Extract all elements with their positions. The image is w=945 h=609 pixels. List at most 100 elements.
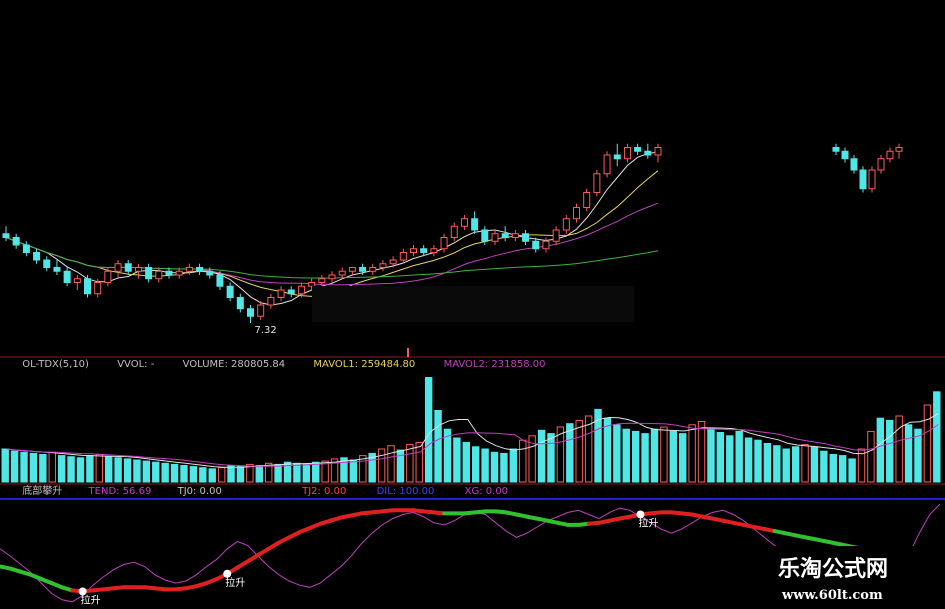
volume-bar (39, 454, 47, 483)
candle-body (216, 274, 224, 287)
candle-body (53, 267, 61, 272)
ma5-line (5, 151, 659, 306)
candle-18 (185, 263, 193, 275)
candle-32 (328, 271, 336, 283)
candle-2 (22, 241, 30, 257)
candle-right-6 (886, 147, 894, 163)
volume-bar (321, 460, 329, 483)
indicator-header-tend: TEND: 56.69 (88, 486, 152, 497)
indicator-header-name: 底部攀升 (22, 484, 62, 497)
volume-bar (302, 463, 311, 483)
watermark-background (758, 546, 945, 609)
candle-body (12, 237, 20, 246)
volume-bar (57, 455, 66, 483)
candle-body (859, 169, 867, 190)
candle-body (522, 233, 530, 242)
candle-22 (226, 282, 234, 302)
volume-bar (519, 439, 527, 483)
volume-bar (791, 446, 800, 483)
volume-bar (641, 433, 649, 483)
candle-1 (12, 233, 20, 249)
candle-24 (247, 305, 254, 323)
candle-30 (308, 278, 316, 290)
volume-panel: OL-TDX(5,10) VVOL: - VOLUME: 280805.84 M… (1, 359, 941, 483)
candle-21 (216, 271, 224, 290)
candle-10 (104, 267, 112, 287)
volume-bar (914, 428, 922, 483)
candle-body (644, 150, 652, 156)
candle-right-5 (877, 155, 885, 174)
candle-60 (613, 143, 621, 167)
candle-20 (206, 267, 214, 279)
trend-segment (266, 540, 281, 551)
volume-bar (481, 448, 489, 483)
candle-0 (2, 226, 10, 242)
trend-segment (235, 559, 250, 570)
volume-bar (679, 433, 687, 483)
candle-28 (287, 286, 295, 298)
volume-header-mavol1: MAVOL1: 259484.80 (313, 359, 415, 370)
volume-header-volume: VOLUME: 280805.84 (183, 359, 286, 370)
candle-body (450, 225, 458, 238)
candle-body (886, 150, 894, 160)
candle-body (196, 267, 204, 272)
volume-bar (227, 465, 235, 483)
volume-bar (199, 467, 207, 483)
volume-bar (744, 437, 753, 483)
volume-bar (735, 430, 743, 483)
candle-body (134, 267, 142, 272)
volume-bar (838, 455, 847, 483)
volume-bar (396, 449, 405, 483)
candle-body (22, 244, 30, 253)
watermark-url: www.60lt.com (781, 588, 883, 603)
volume-bar (236, 466, 245, 483)
volume-bar (650, 428, 659, 483)
volume-header-name: OL-TDX(5,10) (22, 359, 89, 370)
volume-bars (1, 377, 941, 483)
candle-body (634, 147, 642, 152)
volume-bar (556, 426, 565, 483)
candle-54 (552, 226, 560, 245)
indicator-panel: 底部攀升 TEND: 56.69 TJ0: 0.00 TJ2: 0.00 DIL… (0, 484, 945, 606)
volume-bar (349, 459, 358, 483)
candle-19 (196, 263, 204, 275)
signal-marker: 拉升 (223, 569, 245, 589)
volume-bar (867, 430, 875, 483)
volume-bar (547, 433, 555, 483)
candle-right-1 (841, 147, 849, 163)
candle-body (369, 267, 377, 272)
volume-bar (697, 421, 706, 483)
candle-body (460, 218, 468, 227)
candle-35 (359, 263, 367, 275)
mavol1-line (6, 412, 939, 468)
candle-23 (236, 293, 244, 313)
volume-bar (434, 410, 442, 483)
candle-body (84, 278, 91, 295)
candle-body (247, 308, 254, 317)
volume-bar (801, 444, 809, 483)
candle-31 (318, 275, 326, 287)
candle-51 (522, 230, 530, 245)
volume-bar (10, 450, 19, 483)
signal-label: 拉升 (638, 516, 658, 529)
candle-body (471, 218, 479, 231)
candle-body (165, 270, 173, 276)
candle-27 (277, 286, 285, 302)
volume-bar (180, 465, 188, 483)
volume-average-lines (6, 412, 939, 468)
volume-bar (622, 428, 630, 483)
candle-body (583, 192, 591, 208)
volume-bar (904, 424, 913, 483)
candle-36 (369, 263, 377, 275)
candle-44 (450, 222, 458, 242)
volume-bar (462, 441, 470, 483)
candle-body (832, 147, 840, 152)
volume-bar (707, 427, 715, 483)
candle-body (267, 297, 275, 306)
volume-bar (886, 419, 894, 483)
indicator-header-dil: DIL: 100.00 (377, 486, 435, 497)
trend-segment (256, 546, 271, 557)
candle-14 (145, 263, 153, 283)
candle-53 (542, 237, 550, 253)
volume-bar (29, 452, 38, 483)
